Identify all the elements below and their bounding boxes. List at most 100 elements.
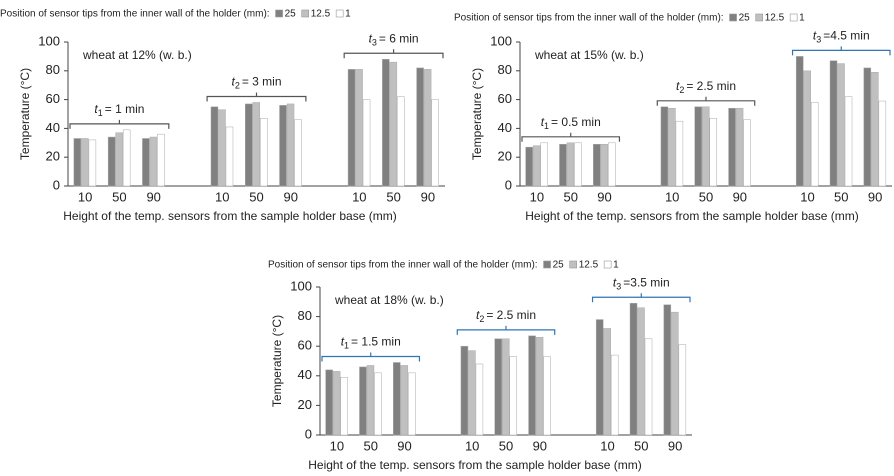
group-text: = 1 min [105,102,145,116]
chart-panel: Position of sensor tips from the inner w… [268,260,692,472]
x-tick-label: 50 [499,438,513,453]
y-tick-label: 0 [53,177,60,192]
x-axis-label: Height of the temp. sensors from the sam… [63,209,396,223]
bar [540,142,548,187]
group-label: t3 = 6 min [369,31,419,47]
legend-label: 12.5 [311,9,331,20]
bar [660,106,669,187]
bar [279,105,287,187]
bar [149,136,158,187]
x-tick-label: 10 [800,189,814,204]
x-tick-label: 90 [597,189,611,204]
group-subscript: 2 [679,85,684,95]
x-tick-label: 50 [563,189,577,204]
bar [837,63,845,187]
bar [416,67,424,187]
bar [709,118,717,187]
x-tick-label: 50 [634,438,648,453]
bar [502,338,510,436]
group-symbol: t [369,31,373,45]
group-label: t3 =3.5 min [613,275,670,291]
group-symbol: t [676,79,680,93]
y-axis-label: Temperature (°C) [270,315,284,407]
x-tick-label: 90 [284,189,298,204]
x-tick-label: 10 [530,189,544,204]
bar [252,102,260,187]
legend-swatch [569,260,577,269]
group-text: = 1.5 min [351,335,401,349]
bar [366,365,375,436]
bar [260,118,268,187]
group-subscript: 3 [616,282,621,292]
legend-swatch [603,260,612,269]
bar [332,371,341,436]
x-tick-label: 50 [386,189,400,204]
group-bracket [343,49,444,59]
legend-label: 1 [799,13,805,24]
bar [637,307,645,436]
bar [400,365,409,436]
bar [245,103,253,187]
bar [878,100,887,187]
group-symbol: t [341,335,345,349]
bar [73,138,82,187]
bar [595,319,604,436]
bar [671,311,679,436]
bar [423,69,432,187]
bar [871,71,879,187]
group-text: = 6 min [379,31,419,45]
group-subscript: 2 [479,314,484,324]
group-bracket [591,293,691,303]
bar [844,96,853,187]
group-symbol: t [813,29,817,43]
bar [543,356,551,436]
chart-panel: Position of sensor tips from the inner w… [0,9,445,223]
legend-label: 1 [613,260,619,271]
group-label: t2 = 2.5 min [476,308,536,324]
legend-label: 1 [345,9,351,20]
bar [294,119,302,187]
x-tick-label: 10 [352,189,366,204]
group-label: t1 = 0.5 min [541,115,601,131]
annotation: wheat at 18% (w. b.) [334,293,444,307]
legend-swatch [729,13,737,22]
legend-swatch [755,13,763,22]
bar [795,56,804,187]
bar [81,138,89,187]
y-tick-label: 100 [38,33,60,48]
y-tick-label: 80 [498,62,512,77]
bar [535,337,544,436]
y-tick-label: 80 [46,62,60,77]
bar [382,59,390,187]
y-tick-label: 20 [498,149,512,164]
group-bracket [456,325,556,335]
x-axis-label: Height of the temp. sensors from the sam… [308,458,641,472]
bar [408,372,416,436]
bar [509,356,517,436]
y-axis-label: Temperature (°C) [470,68,484,160]
y-axis-label: Temperature (°C) [18,68,32,160]
bar [593,143,601,187]
group-symbol: t [476,308,480,322]
bar [115,132,123,187]
group-text: = 2.5 min [686,79,736,93]
x-tick-label: 10 [465,438,479,453]
legend-swatch [789,13,798,22]
group-symbol: t [613,275,617,289]
bar [325,369,333,436]
bar [608,142,616,187]
group-bracket [321,352,421,362]
x-tick-label: 50 [363,438,377,453]
bar [735,107,744,187]
chart-panel: Position of sensor tips from the inner w… [454,13,892,223]
x-tick-label: 10 [78,189,92,204]
bar [829,60,838,187]
bar [702,106,710,187]
group-bracket [791,46,891,56]
x-tick-label: 90 [668,438,682,453]
x-tick-label: 90 [146,189,160,204]
bar [389,61,398,187]
bar [810,102,819,187]
y-tick-label: 100 [490,33,512,48]
bar [528,335,536,436]
